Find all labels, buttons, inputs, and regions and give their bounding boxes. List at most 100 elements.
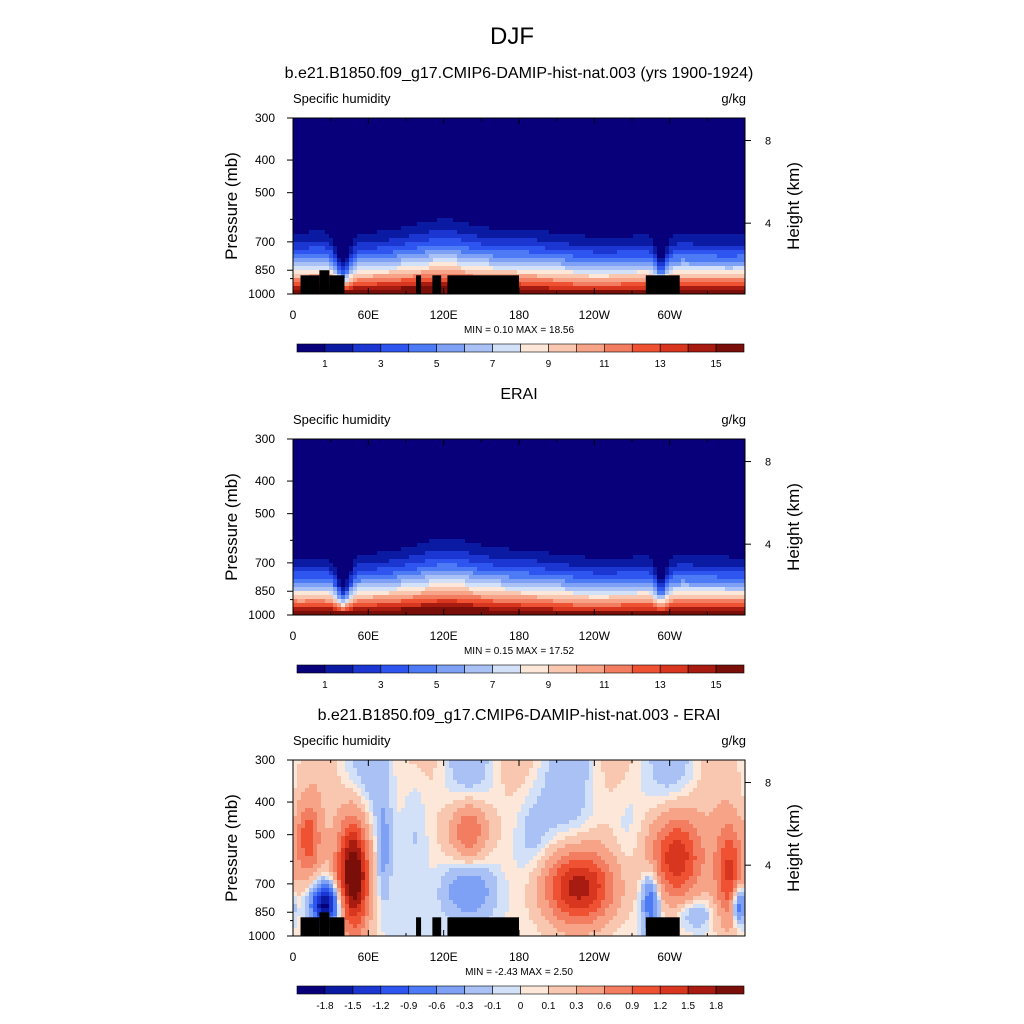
colorbar-label: 1	[322, 680, 328, 691]
y-tick-label: 700	[255, 556, 275, 570]
colorbar-swatch	[408, 343, 437, 353]
panels: b.e21.B1850.f09_g17.CMIP6-DAMIP-hist-nat…	[222, 65, 803, 1012]
y-tick-label: 300	[255, 753, 275, 767]
colorbar-label: 15	[711, 359, 723, 370]
field-raster	[293, 118, 746, 295]
colorbar-swatch	[380, 343, 410, 353]
colorbar-label: 1.5	[681, 1001, 695, 1012]
panel-title: b.e21.B1850.f09_g17.CMIP6-DAMIP-hist-nat…	[318, 707, 721, 724]
colorbar-label: 5	[434, 680, 440, 691]
x-tick-label: 120E	[430, 950, 458, 964]
colorbar-swatch	[324, 985, 354, 995]
x-tick-label: 180	[509, 950, 529, 964]
colorbar-swatch	[520, 664, 549, 674]
height-tick-label: 8	[765, 778, 771, 790]
colorbar-label: 7	[490, 359, 496, 370]
colorbar-label: 11	[599, 359, 610, 370]
colorbar-label: 3	[378, 359, 384, 370]
x-tick-label: 120W	[579, 629, 611, 643]
x-tick-label: 180	[509, 629, 529, 643]
colorbar-swatch	[296, 664, 326, 674]
colorbar-swatch	[715, 343, 745, 353]
y-tick-label: 700	[255, 877, 275, 891]
y-tick-label: 400	[255, 474, 275, 488]
colorbar-swatch	[659, 985, 689, 995]
colorbar-swatch	[715, 985, 745, 995]
x-tick-label: 0	[290, 629, 297, 643]
y-tick-label: 500	[255, 507, 275, 521]
colorbar-swatch	[631, 343, 661, 353]
y-tick-label: 400	[255, 795, 275, 809]
colorbar-label: 11	[599, 680, 610, 691]
y-tick-label: 1000	[248, 287, 275, 301]
min-max-stats: MIN = 0.15 MAX = 17.52	[464, 646, 574, 657]
colorbar-swatch	[604, 985, 633, 995]
panel-title: b.e21.B1850.f09_g17.CMIP6-DAMIP-hist-nat…	[285, 65, 754, 82]
colorbar-swatch	[408, 664, 437, 674]
colorbar-swatch	[548, 343, 577, 353]
colorbar-swatch	[492, 343, 521, 353]
x-tick-label: 120W	[579, 950, 611, 964]
colorbar-swatch	[576, 343, 605, 353]
y-axis-right-title: Height (km)	[784, 162, 803, 250]
colorbar-label: 13	[655, 359, 667, 370]
height-tick-label: 4	[765, 860, 771, 872]
colorbar-swatch	[436, 985, 465, 995]
colorbar-label: -0.6	[428, 1001, 446, 1012]
colorbar-swatch	[631, 985, 661, 995]
y-tick-label: 300	[255, 432, 275, 446]
y-tick-label: 850	[255, 584, 275, 598]
colorbar-label: 1	[322, 359, 328, 370]
y-tick-label: 500	[255, 186, 275, 200]
x-tick-label: 60W	[657, 308, 682, 322]
colorbar-swatch	[520, 985, 549, 995]
colorbar-swatch	[324, 664, 354, 674]
units-label: g/kg	[721, 91, 746, 106]
terrain-mask	[300, 912, 680, 936]
colorbar-swatch	[548, 664, 577, 674]
field-raster	[293, 439, 746, 616]
y-tick-label: 400	[255, 153, 275, 167]
colorbar-swatch	[352, 343, 382, 353]
colorbar-swatch	[324, 343, 354, 353]
x-tick-label: 60E	[358, 308, 379, 322]
colorbar-swatch	[436, 664, 465, 674]
y-tick-label: 850	[255, 905, 275, 919]
terrain-mask	[300, 270, 680, 294]
colorbar-label: 5	[434, 359, 440, 370]
colorbar-label: -0.1	[484, 1001, 502, 1012]
colorbar-label: 0.6	[597, 1001, 611, 1012]
units-label: g/kg	[721, 733, 746, 748]
colorbar-swatch	[464, 664, 493, 674]
x-tick-label: 60E	[358, 629, 379, 643]
units-label: g/kg	[721, 412, 746, 427]
colorbar-swatch	[576, 664, 605, 674]
y-tick-label: 1000	[248, 929, 275, 943]
colorbar-swatch	[659, 664, 689, 674]
min-max-stats: MIN = 0.10 MAX = 18.56	[464, 325, 574, 336]
colorbar-label: -1.2	[372, 1001, 390, 1012]
colorbar-label: 1.8	[709, 1001, 723, 1012]
colorbar-label: -0.3	[456, 1001, 474, 1012]
colorbar-label: 9	[546, 680, 552, 691]
x-tick-label: 60W	[657, 950, 682, 964]
colorbar-swatch	[687, 985, 717, 995]
y-axis-right-title: Height (km)	[784, 804, 803, 892]
left-string: Specific humidity	[293, 733, 391, 748]
colorbar-swatch	[631, 664, 661, 674]
min-max-stats: MIN = -2.43 MAX = 2.50	[465, 967, 573, 978]
colorbar-swatch	[687, 664, 717, 674]
figure-title: DJF	[490, 23, 534, 50]
colorbar-label: 7	[490, 680, 496, 691]
y-tick-label: 1000	[248, 608, 275, 622]
colorbar-swatch	[464, 343, 493, 353]
colorbar-label: -1.5	[344, 1001, 362, 1012]
colorbar-label: 9	[546, 359, 552, 370]
colorbar-swatch	[296, 343, 326, 353]
colorbar-label: 0.1	[541, 1001, 555, 1012]
y-tick-label: 700	[255, 235, 275, 249]
x-tick-label: 120E	[430, 629, 458, 643]
y-tick-label: 500	[255, 828, 275, 842]
colorbar-swatch	[604, 664, 633, 674]
